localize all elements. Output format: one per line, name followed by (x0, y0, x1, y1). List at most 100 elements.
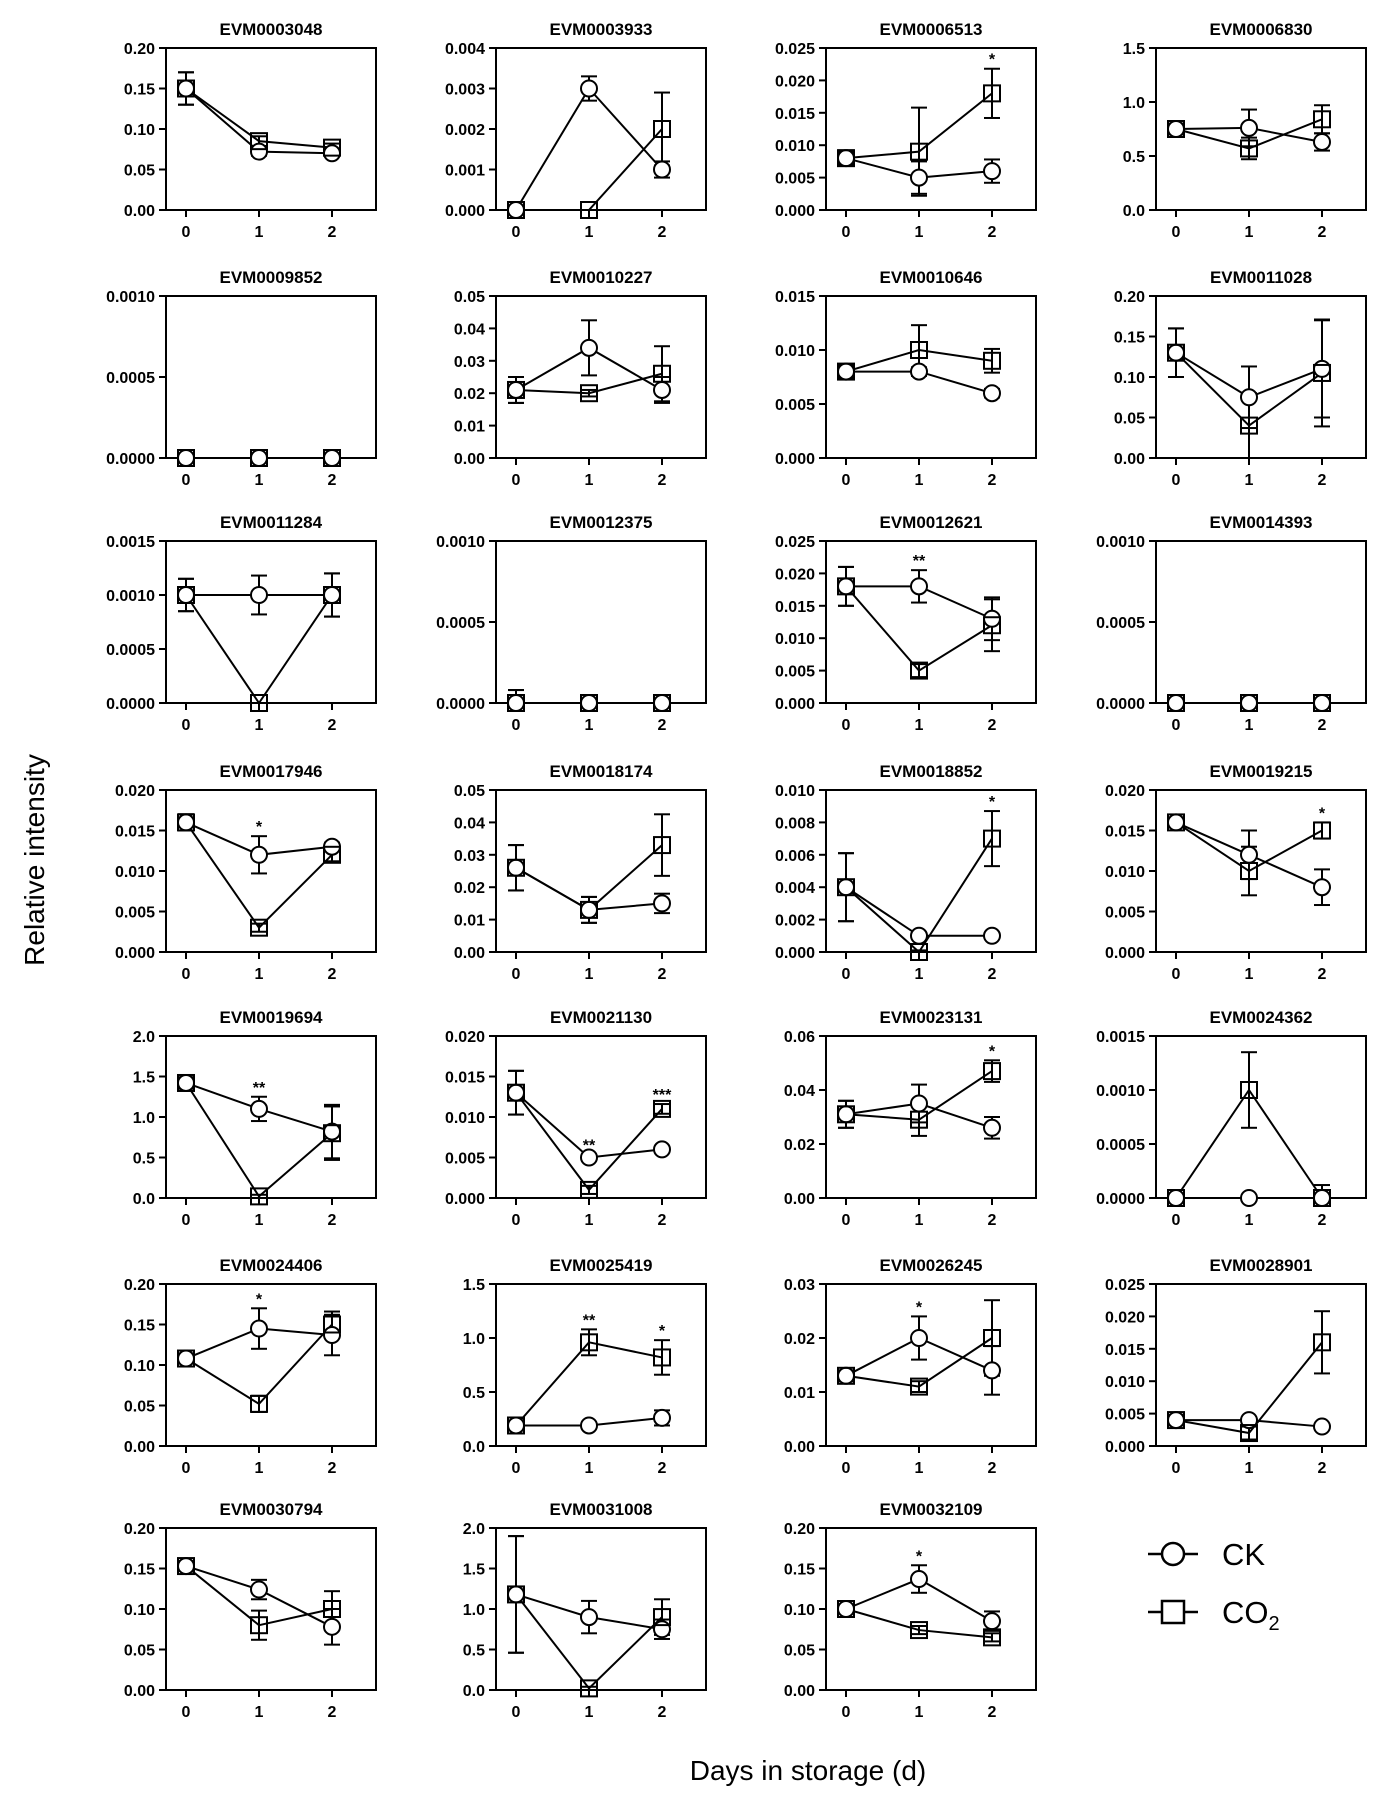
error-bar-co2 (654, 813, 670, 877)
point-ck (653, 894, 671, 913)
plot-frame (825, 540, 1037, 704)
x-tick-label: 0 (512, 717, 521, 734)
point-ck (250, 142, 268, 161)
point-ck (177, 79, 195, 98)
series-line-ck (515, 86, 663, 211)
y-tick-label: 0.02 (454, 386, 485, 403)
point-co2 (1240, 1424, 1258, 1443)
panel-title: EVM0018852 (879, 762, 982, 781)
error-bar-co2 (581, 1184, 597, 1195)
point-co2 (1240, 139, 1258, 158)
plot-frame (1155, 47, 1367, 211)
x-tick-label: 0 (182, 717, 191, 734)
point-co2 (1313, 1189, 1331, 1207)
point-co2 (837, 577, 855, 596)
point-ck (910, 1329, 928, 1347)
point-ck (507, 694, 525, 712)
y-tick-label: 1.0 (463, 1331, 485, 1348)
panel-title: EVM0024406 (219, 1256, 322, 1275)
x-tick-label: 2 (1318, 717, 1327, 734)
point-ck (323, 1617, 341, 1636)
y-tick-label: 0.00 (784, 1683, 815, 1700)
panel-evm0031008: EVM0031008 0.0 0.5 1.0 1.5 2.0 0 1 2 (463, 1500, 707, 1721)
x-tick-label: 2 (658, 1704, 667, 1721)
y-tick-label: 0.0010 (1096, 534, 1145, 551)
x-tick-label: 2 (988, 717, 997, 734)
y-tick-label: 0.20 (124, 41, 155, 58)
y-tick-label: 0.015 (775, 599, 815, 616)
x-tick-label: 0 (1172, 1212, 1181, 1229)
x-tick-label: 1 (1245, 472, 1254, 489)
point-ck (1167, 343, 1185, 362)
point-ck (250, 1319, 268, 1338)
x-tick-label: 2 (1318, 472, 1327, 489)
y-tick-label: 0.000 (775, 451, 815, 468)
error-bar-co2 (251, 922, 267, 933)
panel-evm0026245: EVM0026245 0.00 0.01 0.02 0.03 0 1 2 * (784, 1256, 1037, 1477)
y-tick-label: 0.03 (784, 1277, 815, 1294)
y-tick-label: 0.0 (463, 1439, 485, 1456)
point-co2 (910, 1377, 928, 1396)
point-co2 (653, 1348, 671, 1367)
y-tick-label: 0.020 (1105, 783, 1145, 800)
point-ck (507, 1416, 525, 1435)
point-co2 (653, 836, 671, 855)
point-ck (250, 449, 268, 467)
y-tick-label: 1.0 (1123, 95, 1145, 112)
y-tick-label: 0.020 (115, 783, 155, 800)
x-tick-label: 2 (658, 966, 667, 983)
point-co2 (177, 1557, 195, 1576)
panel-evm0024362: EVM0024362 0.0000 0.0005 0.0010 0.0015 0 1 2 (1096, 1008, 1367, 1229)
y-tick-label: 0.02 (454, 880, 485, 897)
point-ck (1313, 132, 1331, 151)
point-ck (507, 201, 525, 219)
plot-frame (495, 47, 707, 211)
y-tick-label: 0.015 (1105, 824, 1145, 841)
plot-frame (825, 1283, 1037, 1447)
panel-evm0011028: EVM0011028 0.00 0.05 0.10 0.15 0.20 0 1 2 (1114, 268, 1367, 489)
point-ck (653, 380, 671, 399)
legend: CK CO2 (1148, 1537, 1280, 1635)
point-co2 (507, 1416, 525, 1435)
plot-frame (165, 295, 377, 459)
y-tick-label: 0.10 (124, 1602, 155, 1619)
point-co2 (177, 449, 195, 467)
point-ck (1313, 1417, 1331, 1436)
plot-frame (1155, 1035, 1367, 1199)
series-line-co2 (185, 594, 333, 705)
point-ck (1167, 1411, 1185, 1430)
x-tick-label: 1 (255, 1212, 264, 1229)
point-co2 (250, 1394, 268, 1413)
y-tick-label: 0.00 (454, 945, 485, 962)
y-tick-label: 0.20 (124, 1277, 155, 1294)
significance-mark: * (256, 819, 263, 836)
x-tick-label: 2 (328, 966, 337, 983)
x-tick-label: 2 (1318, 224, 1327, 241)
y-tick-label: 0.004 (775, 880, 815, 897)
point-co2 (177, 1073, 195, 1092)
y-tick-label: 0.025 (775, 534, 815, 551)
point-co2 (323, 138, 341, 157)
point-co2 (837, 1600, 855, 1618)
panel-evm0028901: EVM0028901 0.000 0.005 0.010 0.015 0.020 0.025… (1105, 1256, 1367, 1477)
legend-item-ck: CK (1148, 1537, 1265, 1572)
x-tick-label: 0 (182, 1212, 191, 1229)
point-ck (653, 1140, 671, 1159)
x-tick-label: 2 (658, 717, 667, 734)
error-bar-co2 (654, 91, 670, 167)
y-tick-label: 0.0010 (436, 534, 485, 551)
panel-evm0018852: EVM0018852 0.000 0.002 0.004 0.006 0.008 0.010… (775, 762, 1037, 983)
y-tick-label: 1.5 (133, 1070, 155, 1087)
panel-title: EVM0010227 (549, 268, 652, 287)
x-tick-label: 0 (842, 472, 851, 489)
point-ck (323, 144, 341, 163)
point-ck (580, 1148, 598, 1167)
x-tick-label: 2 (658, 1212, 667, 1229)
y-tick-label: 0.0015 (1096, 1029, 1145, 1046)
x-tick-label: 0 (1172, 472, 1181, 489)
panel-title: EVM0031008 (549, 1500, 652, 1519)
x-tick-label: 1 (915, 966, 924, 983)
panel-title: EVM0009852 (219, 268, 322, 287)
panel-title: EVM0011284 (220, 513, 323, 532)
